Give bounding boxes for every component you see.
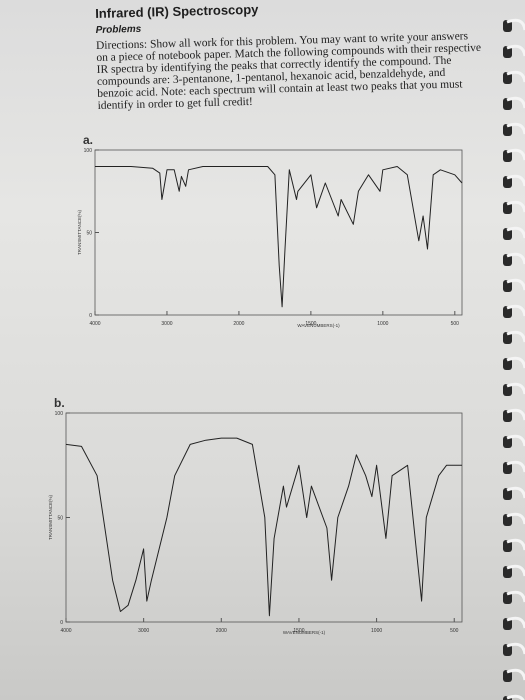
binding-hole — [503, 150, 512, 162]
binding-hole — [503, 332, 512, 344]
binding-hole — [503, 514, 512, 526]
x-tick-label: 2000 — [216, 628, 227, 634]
binding-hole — [503, 176, 512, 188]
y-tick-label: 0 — [89, 313, 92, 319]
binding-hole — [503, 72, 512, 84]
binding-hole — [503, 670, 512, 682]
y-axis-label: TRANSMITTANCE(%) — [77, 210, 82, 255]
x-axis-label: WAVENUMBERS(-1) — [283, 630, 326, 635]
x-tick-label: 3000 — [161, 321, 172, 327]
x-tick-label: 500 — [451, 321, 460, 327]
x-tick-label: 1500 — [293, 628, 304, 634]
binding-hole — [503, 98, 512, 110]
x-tick-label: 3000 — [138, 628, 149, 634]
y-axis-label: TRANSMITTANCE(%) — [48, 495, 53, 540]
y-tick-label: 50 — [57, 516, 63, 522]
binding-hole — [503, 358, 512, 370]
y-tick-label: 50 — [86, 231, 92, 237]
binding-hole — [503, 280, 512, 292]
spectrum-label: a. — [83, 133, 93, 147]
binding-ring — [506, 694, 525, 700]
x-tick-label: 4000 — [60, 628, 71, 634]
binding-hole — [503, 20, 512, 32]
x-tick-label: 4000 — [89, 321, 100, 327]
binding-hole — [503, 384, 512, 396]
x-axis-label: WAVENUMBERS(-1) — [297, 323, 340, 328]
binding-hole — [503, 202, 512, 214]
binding-hole — [503, 540, 512, 552]
binding-hole — [503, 228, 512, 240]
binding-hole — [503, 566, 512, 578]
binding-hole — [503, 618, 512, 630]
spectrum-label: b. — [54, 396, 65, 410]
binding-hole — [503, 306, 512, 318]
x-tick-label: 1500 — [305, 321, 316, 327]
binding-hole — [503, 592, 512, 604]
binding-hole — [503, 124, 512, 136]
binding-hole — [503, 254, 512, 266]
binding-hole — [503, 644, 512, 656]
spectrum-line — [95, 166, 463, 308]
spectrum-line — [65, 437, 462, 617]
y-tick-label: 0 — [60, 620, 63, 626]
x-tick-label: 500 — [450, 628, 459, 634]
x-tick-label: 1000 — [377, 321, 388, 327]
binding-hole — [503, 46, 512, 58]
x-tick-label: 2000 — [233, 321, 244, 327]
y-tick-label: 100 — [84, 148, 93, 154]
x-tick-label: 1000 — [371, 628, 382, 634]
binding-hole — [503, 488, 512, 500]
binding-hole — [503, 462, 512, 474]
y-tick-label: 100 — [55, 411, 64, 417]
plot-frame — [65, 412, 463, 623]
binding-hole — [503, 436, 512, 448]
binding-hole — [503, 410, 512, 422]
